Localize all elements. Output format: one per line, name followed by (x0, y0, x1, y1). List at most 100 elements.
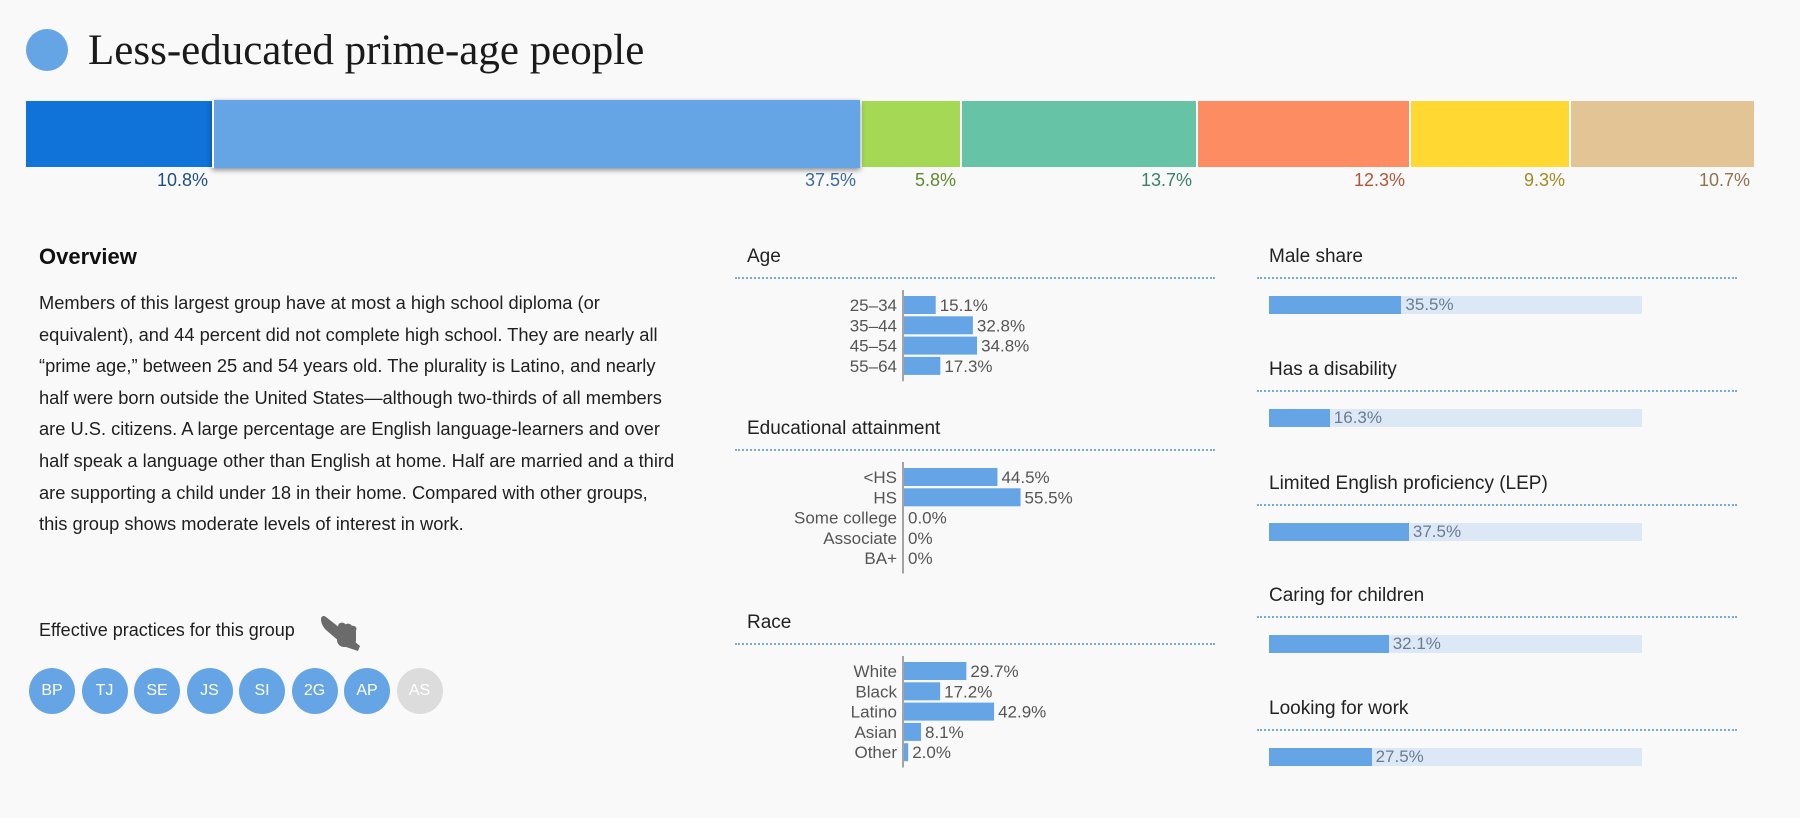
category-label: <HS (863, 468, 897, 487)
stat-title: Male share (1269, 246, 1363, 267)
bar (904, 468, 998, 486)
stat-bar-fill (1269, 635, 1389, 653)
overview-heading: Overview (39, 244, 137, 269)
stat-bar-track: 32.1% (1269, 634, 1642, 653)
share-segment-label: 5.8% (914, 170, 956, 190)
bar (904, 316, 973, 335)
stat-bar-fill (1269, 296, 1402, 314)
category-label: 55–64 (850, 357, 897, 376)
share-segment-label: 13.7% (1140, 170, 1192, 190)
bar-value-label: 0% (908, 549, 933, 568)
share-segment-label: 10.7% (1698, 170, 1750, 190)
race-bar-chart: White 29.7% Black 17.2% Latino 42.9% Asian 8.1%… (851, 656, 1046, 768)
stat-title: Has a disability (1269, 359, 1397, 380)
category-label: Associate (823, 529, 897, 548)
stat-value: 35.5% (1405, 295, 1454, 314)
stat-title: Looking for work (1269, 698, 1409, 719)
practice-badges: BP TJ SE JS SI 2G AP AS (29, 668, 449, 714)
bar-value-label: 42.9% (998, 703, 1046, 722)
share-segment[interactable] (1196, 101, 1409, 167)
category-label: BA+ (864, 549, 897, 568)
practice-badge[interactable]: 2G (291, 668, 338, 714)
bar-value-label: 8.1% (925, 723, 964, 742)
pointing-hand-icon (321, 615, 360, 651)
stat-title: Caring for children (1269, 585, 1425, 606)
stat-bar-track: 16.3% (1269, 408, 1642, 427)
category-label: 35–44 (850, 316, 897, 335)
practice-badge[interactable]: SE (134, 668, 180, 714)
age-chart-title: Age (747, 246, 781, 267)
bar (904, 662, 967, 680)
bar (904, 336, 978, 355)
share-segment[interactable] (1569, 101, 1754, 167)
category-label: HS (873, 488, 897, 507)
share-segment[interactable] (860, 101, 960, 167)
bar-value-label: 32.8% (977, 316, 1025, 335)
category-label: Some college (794, 509, 897, 528)
stat-divider (1257, 504, 1737, 506)
bar-value-label: 44.5% (1001, 468, 1049, 487)
stat-bar-track: 37.5% (1269, 522, 1642, 541)
practices-label: Effective practices for this group (39, 620, 295, 640)
category-label: Black (855, 682, 897, 701)
bar (904, 682, 941, 701)
bar (904, 743, 909, 762)
stat-divider (1257, 616, 1737, 618)
category-label: 25–34 (850, 296, 897, 315)
overview-body: Members of this largest group have at mo… (39, 292, 675, 535)
education-chart-title: Educational attainment (747, 418, 941, 439)
stat-bar-track: 27.5% (1269, 747, 1642, 766)
share-segment[interactable] (1409, 101, 1569, 167)
group-share-bar: 10.8% 37.5% 5.8% 13.7% 12.3% 9.3% 10.7% (26, 100, 1754, 190)
stat-value: 37.5% (1412, 522, 1462, 541)
bar-value-label: 0.0% (908, 509, 947, 528)
share-segment-label: 37.5% (804, 170, 856, 190)
bar-value-label: 17.2% (944, 682, 992, 701)
stat-bar-fill (1269, 748, 1372, 766)
race-chart-title: Race (747, 612, 792, 633)
practice-badge[interactable]: BP (29, 668, 75, 714)
share-segment[interactable] (26, 101, 212, 167)
age-bar-chart: 25–34 15.1% 35–44 32.8% 45–54 34.8% 55–64 17.3% (850, 290, 1029, 382)
category-label: Asian (854, 723, 897, 742)
practice-badge[interactable]: JS (186, 668, 233, 714)
stat-value: 32.1% (1392, 634, 1441, 653)
title-row: Less-educated prime-age people (26, 22, 644, 78)
share-segment[interactable] (960, 101, 1196, 167)
stat-value: 27.5% (1375, 747, 1424, 766)
share-segment-label: 10.8% (156, 170, 208, 190)
bar (904, 722, 922, 741)
share-segment-label: 9.3% (1523, 170, 1565, 190)
category-label: Other (854, 743, 897, 762)
practice-badge[interactable]: TJ (81, 668, 128, 714)
stat-bar-fill (1269, 523, 1409, 541)
bar-value-label: 2.0% (912, 743, 951, 762)
stat-divider (1257, 390, 1737, 392)
stat-bar-track: 35.5% (1269, 295, 1642, 314)
category-label: White (854, 662, 897, 681)
stat-divider (1257, 277, 1737, 279)
race-divider (735, 643, 1215, 645)
bar (904, 702, 995, 721)
stat-title: Limited English proficiency (LEP) (1269, 473, 1548, 494)
bar-value-label: 15.1% (940, 296, 988, 315)
education-bar-chart: <HS 44.5% HS 55.5% Some college 0.0% Associate… (794, 462, 1073, 574)
bar-value-label: 34.8% (981, 337, 1029, 356)
practice-badge[interactable]: AP (344, 668, 390, 714)
practice-badge[interactable]: SI (239, 668, 285, 714)
page-title: Less-educated prime-age people (88, 26, 645, 74)
practice-badge[interactable]: AS (396, 668, 443, 714)
bar-value-label: 29.7% (970, 662, 1018, 681)
bar (904, 488, 1021, 507)
education-divider (735, 449, 1215, 451)
share-segment[interactable] (212, 100, 860, 168)
share-segment-label: 12.3% (1353, 170, 1405, 190)
bar-value-label: 55.5% (1025, 488, 1073, 507)
category-label: Latino (851, 703, 897, 722)
age-divider (735, 277, 1215, 279)
bar (904, 356, 941, 375)
stat-bar-fill (1269, 409, 1330, 427)
group-color-dot (26, 29, 68, 71)
stat-value: 16.3% (1333, 408, 1382, 427)
bar-value-label: 0% (908, 529, 933, 548)
